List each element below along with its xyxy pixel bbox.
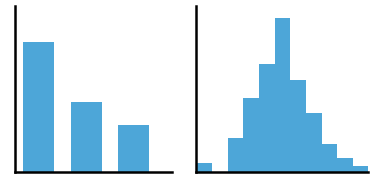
Bar [23,42,54,172]
Bar [71,102,102,172]
Bar [243,98,259,172]
Bar [118,125,149,172]
Bar [196,163,212,172]
Bar [306,114,321,172]
Bar [259,64,274,172]
Bar [353,166,368,172]
Bar [274,18,290,172]
Bar [321,144,337,172]
Bar [337,158,353,172]
Bar [227,138,243,172]
Bar [290,80,306,172]
